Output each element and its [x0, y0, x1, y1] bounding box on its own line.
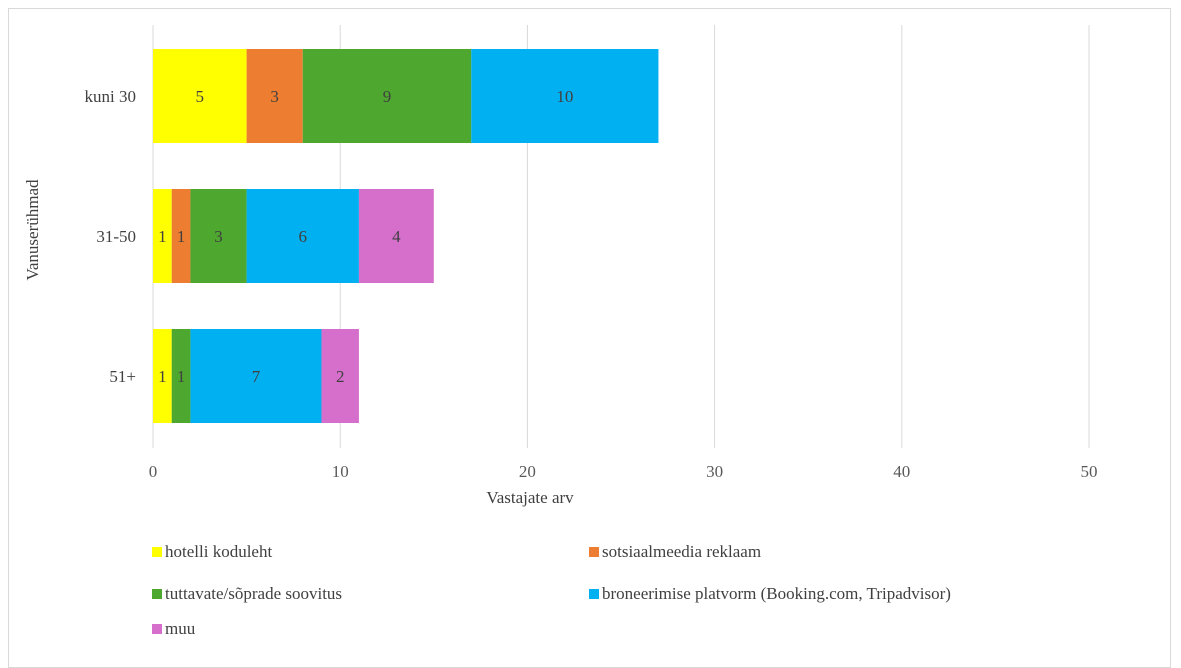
legend-label: tuttavate/sõprade soovitus — [165, 584, 343, 603]
x-tick-label: 40 — [893, 462, 910, 481]
bar-segment — [471, 49, 659, 143]
x-tick-label: 30 — [706, 462, 723, 481]
bar-segment — [321, 329, 359, 423]
data-label: 3 — [214, 227, 223, 246]
x-tick-label: 20 — [519, 462, 536, 481]
category-label: 31-50 — [96, 227, 136, 246]
x-tick-label: 0 — [149, 462, 158, 481]
legend-item: broneerimise platvorm (Booking.com, Trip… — [589, 584, 951, 604]
data-labels: 5 3 9 101 1 3 6 41 1 7 2 — [158, 87, 573, 386]
bar-segment — [190, 189, 247, 283]
category-label: 51+ — [109, 367, 136, 386]
data-label: 9 — [383, 87, 392, 106]
bar-segment — [171, 189, 191, 283]
data-label: 1 — [177, 367, 186, 386]
data-label: 1 — [177, 227, 186, 246]
legend-label: hotelli koduleht — [165, 542, 273, 561]
data-label: 1 — [158, 367, 167, 386]
x-axis-title: Vastajate arv — [486, 488, 574, 507]
legend-swatch — [152, 589, 162, 599]
data-label: 7 — [252, 367, 261, 386]
legend-label: broneerimise platvorm (Booking.com, Trip… — [602, 584, 951, 603]
bar-segment — [190, 329, 322, 423]
x-tick-label: 10 — [332, 462, 349, 481]
legend-item: tuttavate/sõprade soovitus — [152, 584, 342, 604]
bar-segment — [153, 49, 247, 143]
bar-segment — [171, 329, 191, 423]
legend-label: sotsiaalmeedia reklaam — [602, 542, 762, 561]
legend-item: sotsiaalmeedia reklaam — [589, 542, 761, 562]
data-label: 4 — [392, 227, 401, 246]
legend-swatch — [589, 589, 599, 599]
bar-segment — [246, 49, 303, 143]
bars — [153, 49, 659, 423]
legend-item: muu — [152, 619, 195, 639]
bar-segment — [358, 189, 434, 283]
category-label: kuni 30 — [85, 87, 136, 106]
legend-swatch — [152, 624, 162, 634]
bar-segment — [302, 49, 472, 143]
x-tick-label: 50 — [1081, 462, 1098, 481]
data-label: 1 — [158, 227, 167, 246]
data-label: 5 — [196, 87, 205, 106]
data-label: 3 — [270, 87, 279, 106]
legend-swatch — [589, 547, 599, 557]
legend: hotelli koduleht sotsiaalmeedia reklaam tu… — [152, 542, 951, 639]
category-labels: kuni 30 31-50 51+ — [85, 87, 136, 386]
bar-segment — [153, 189, 172, 283]
bar-segment — [246, 189, 359, 283]
data-label: 10 — [556, 87, 573, 106]
data-label: 6 — [299, 227, 308, 246]
legend-swatch — [152, 547, 162, 557]
legend-item: hotelli koduleht — [152, 542, 272, 562]
y-axis-title: Vanuserühmad — [23, 179, 42, 281]
legend-label: muu — [165, 619, 196, 638]
bar-segment — [153, 329, 172, 423]
x-tick-labels: 0 10 20 30 40 50 — [149, 462, 1098, 481]
data-label: 2 — [336, 367, 345, 386]
